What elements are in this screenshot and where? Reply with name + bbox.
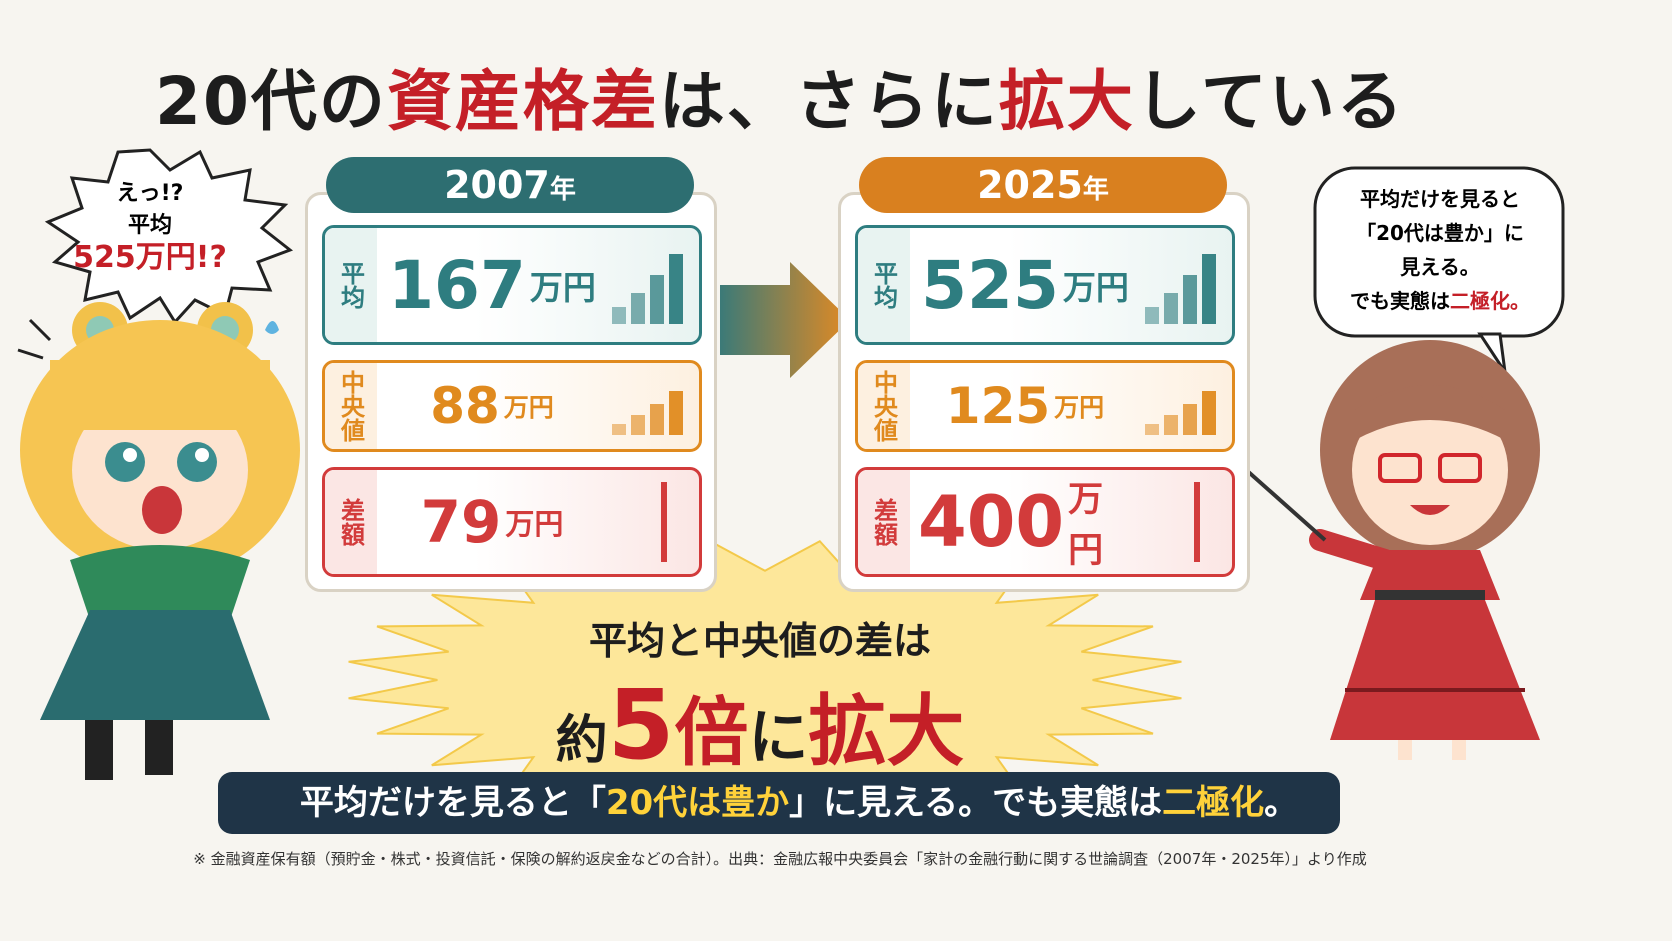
value-unit: 万円 (1054, 393, 1105, 422)
shout-line: 525万円!? (73, 240, 227, 275)
value-unit: 万円 (1062, 268, 1129, 307)
speech-line: 見える。 (1400, 255, 1480, 279)
row-value: 400 万円 (918, 470, 1132, 574)
row-value: 167 万円 (385, 228, 599, 342)
title-part: 20代の (155, 63, 387, 140)
value-unit: 万円 (529, 268, 596, 307)
icon-bar (612, 306, 626, 324)
speech-emphasis: 二極化。 (1450, 289, 1530, 313)
stat-row: 差額 79 万円 (322, 467, 702, 577)
year-unit: 年 (1082, 175, 1109, 205)
callout-part: 約 (555, 711, 608, 771)
icon-bar (1145, 424, 1159, 435)
presenter-woman (1233, 340, 1540, 760)
year: 2025 (977, 163, 1083, 207)
icon-bar (1183, 404, 1197, 435)
stat-row: 中央値 88 万円 (322, 360, 702, 452)
speech-bubble (1313, 166, 1565, 338)
bars-icon (1145, 391, 1216, 435)
row-label: 平均 (325, 228, 377, 342)
row-label: 差額 (858, 470, 910, 574)
title: 20代の資産格差は、さらに拡大している (0, 48, 1560, 144)
title-emphasis: 拡大 (998, 63, 1135, 140)
value-number: 400 (918, 481, 1065, 563)
row-label: 中央値 (325, 363, 377, 449)
range-arrow (1194, 482, 1200, 562)
icon-bar (631, 292, 645, 324)
speech-text: 平均だけを見ると 「20代は豊か」に 見える。でも実態は二極化。 (1318, 182, 1562, 318)
callout-line: 平均と中央値の差は (588, 619, 931, 663)
speech-line: 平均だけを見ると (1360, 187, 1520, 211)
row-value: 125 万円 (918, 363, 1132, 449)
value-number: 167 (388, 246, 526, 324)
icon-bar (1183, 275, 1197, 324)
title-emphasis: 資産格差 (386, 63, 659, 140)
bars-icon (612, 254, 683, 324)
value-unit: 万円 (505, 507, 564, 541)
value-number: 79 (420, 488, 502, 556)
icon-bar (1164, 292, 1178, 324)
stat-row: 差額 400 万円 (855, 467, 1235, 577)
row-value: 88 万円 (385, 363, 599, 449)
icon-bar (631, 415, 645, 435)
shout-bubble (44, 148, 294, 325)
stat-row: 中央値 125 万円 (855, 360, 1235, 452)
shout-text: えっ!? 平均 525万円!? (70, 178, 230, 274)
banner: 平均だけを見ると「20代は豊か」に見える。でも実態は二極化。 (218, 772, 1340, 834)
banner-part: 。 (1264, 783, 1299, 823)
row-label: 中央値 (858, 363, 910, 449)
callout: 平均と中央値の差は 約5倍に拡大 (360, 610, 1160, 781)
row-value: 525 万円 (918, 228, 1132, 342)
icon-bar (650, 404, 664, 435)
banner-part: 」に見える。でも実態は (789, 783, 1163, 823)
row-label: 差額 (325, 470, 377, 574)
shout-line: えっ!? (116, 181, 184, 206)
icon-bar (669, 254, 683, 324)
bubble-tail (1477, 332, 1507, 373)
speech-line: でも実態は (1350, 289, 1450, 313)
icon-bar (650, 275, 664, 324)
icon-bar (612, 424, 626, 435)
year-header: 2007年 (326, 157, 694, 213)
title-part: している (1134, 63, 1405, 140)
title-part: は、さらに (658, 63, 999, 140)
row-value: 79 万円 (385, 470, 599, 574)
bars-icon (612, 391, 683, 435)
banner-emphasis: 20代は豊か (605, 783, 790, 823)
speech-line: 「20代は豊か」に (1356, 221, 1524, 245)
stat-row: 平均 525 万円 (855, 225, 1235, 345)
year-panel: 2025年 平均 525 万円 中央値 125 万円 差額 400 万円 (838, 157, 1250, 592)
callout-part: 倍 (674, 690, 749, 776)
surprised-girl (17, 302, 300, 780)
bars-icon (1145, 254, 1216, 324)
year-header: 2025年 (859, 157, 1227, 213)
value-unit: 万円 (1068, 480, 1104, 571)
value-number: 88 (430, 377, 500, 435)
banner-part: 平均だけを見ると「 (299, 783, 606, 823)
icon-bar (1164, 415, 1178, 435)
year-panel: 2007年 平均 167 万円 中央値 88 万円 差額 79 万円 (305, 157, 717, 592)
value-number: 525 (921, 246, 1059, 324)
callout-number: 5 (607, 669, 675, 781)
year-unit: 年 (549, 175, 576, 205)
shout-line: 平均 (127, 213, 172, 238)
year: 2007 (444, 163, 550, 207)
icon-bar (1145, 306, 1159, 324)
row-label: 平均 (858, 228, 910, 342)
value-number: 125 (945, 377, 1051, 435)
callout-part: 拡大 (808, 687, 965, 777)
stat-row: 平均 167 万円 (322, 225, 702, 345)
banner-emphasis: 二極化 (1162, 783, 1265, 823)
value-unit: 万円 (503, 393, 554, 422)
icon-bar (669, 391, 683, 435)
range-arrow (661, 482, 667, 562)
icon-bar (1202, 391, 1216, 435)
footnote: ※ 金融資産保有額（預貯金・株式・投資信託・保険の解約返戻金などの合計）。出典：… (193, 850, 1367, 868)
transition-arrow (720, 262, 850, 378)
icon-bar (1202, 254, 1216, 324)
callout-part: に (748, 703, 809, 773)
